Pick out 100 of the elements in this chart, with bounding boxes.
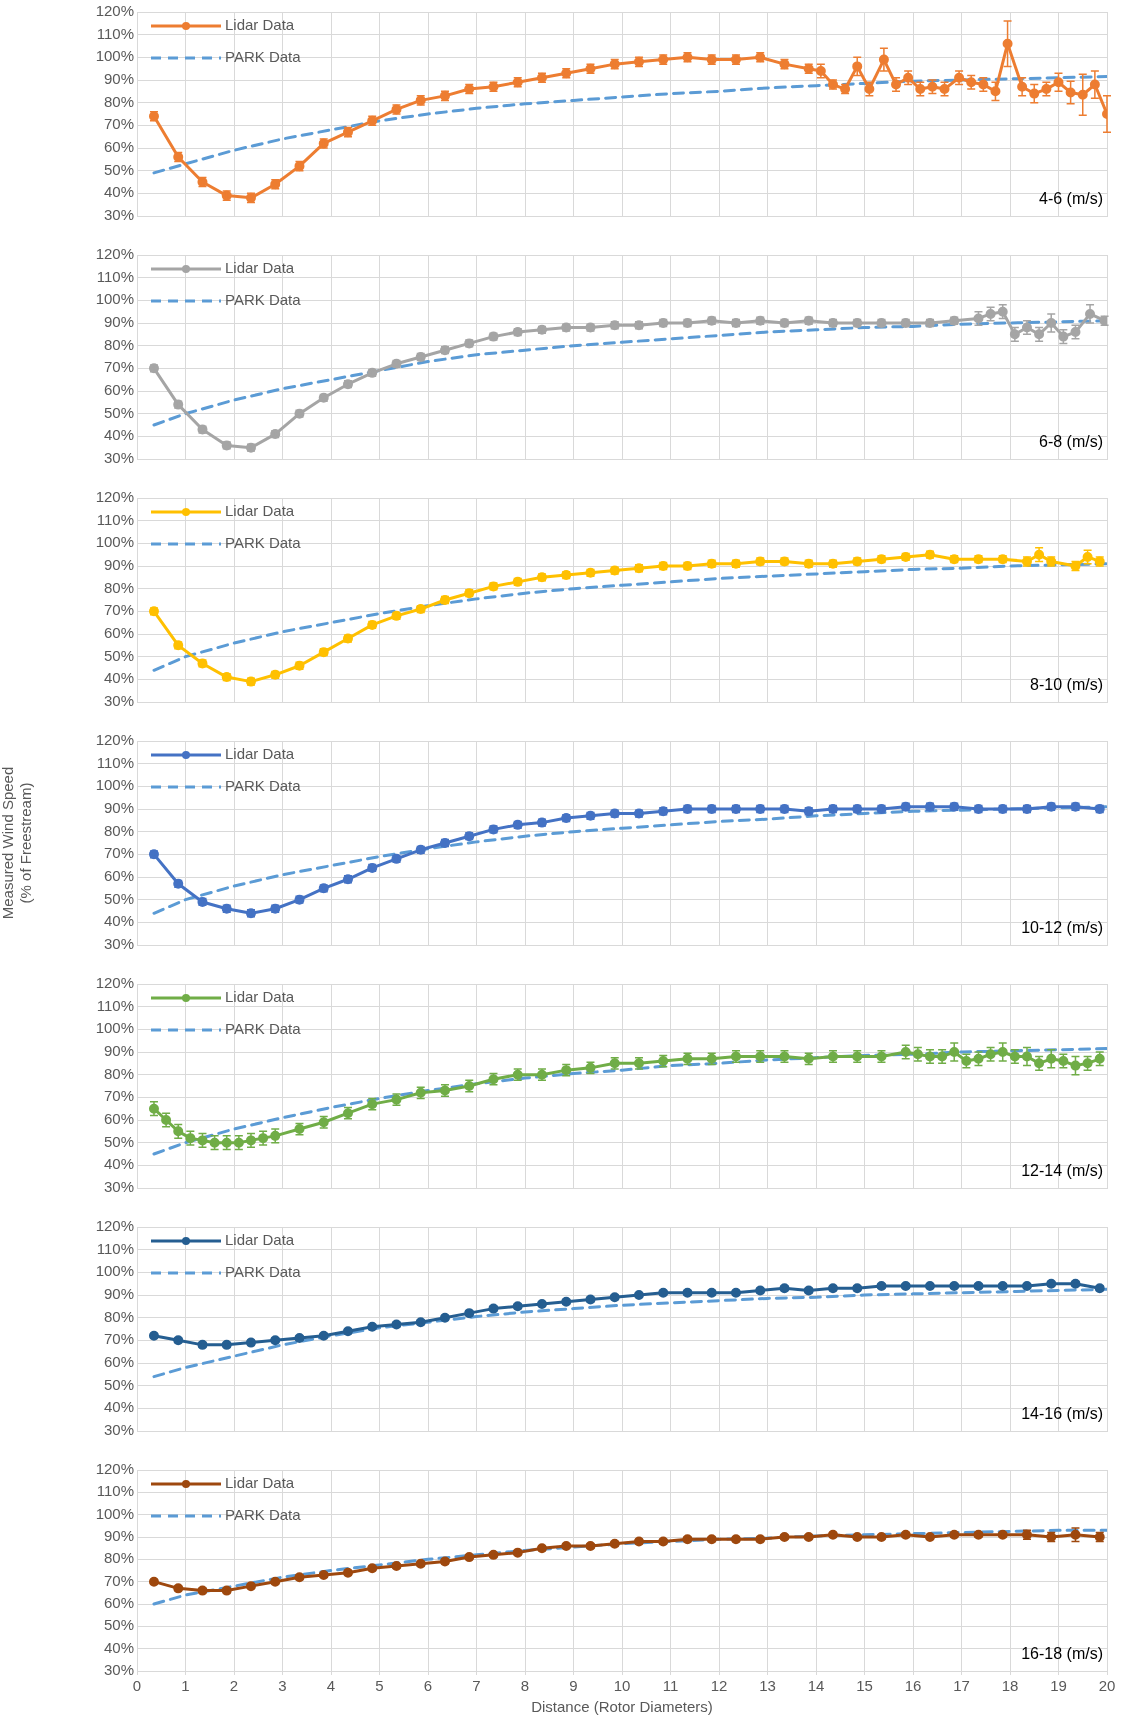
y-tick-label: 90%: [103, 556, 134, 574]
y-tick-label: 120%: [95, 1217, 134, 1235]
y-tick-label: 80%: [103, 821, 134, 839]
y-tick-label: 110%: [96, 24, 134, 42]
y-tick-label: 40%: [103, 669, 134, 687]
point: [1002, 38, 1013, 49]
x-tick-label: 14: [807, 1677, 825, 1695]
y-tick-label: 100%: [95, 1504, 134, 1522]
annotation: 6-8 (m/s): [1039, 433, 1103, 451]
y-tick-label: 100%: [95, 533, 134, 551]
x-tick-label: 20: [1098, 1677, 1116, 1695]
legend-label: PARK Data: [225, 291, 302, 309]
x-tick-label: 0: [132, 1677, 142, 1695]
legend-label: Lidar Data: [225, 16, 295, 34]
y-tick-label: 90%: [103, 1285, 134, 1303]
y-tick-label: 70%: [103, 358, 134, 376]
legend-label: PARK Data: [225, 777, 302, 795]
x-tick-label: 11: [662, 1677, 679, 1695]
y-tick-label: 30%: [103, 1178, 134, 1196]
y-tick-label: 110%: [96, 1482, 134, 1500]
y-tick-label: 60%: [103, 138, 134, 156]
y-tick-label: 60%: [103, 381, 134, 399]
y-tick-label: 60%: [103, 867, 134, 885]
y-axis-title: Measured Wind Speed (% of Freestream): [0, 766, 35, 920]
x-tick-label: 17: [953, 1677, 970, 1695]
y-tick-label: 50%: [103, 403, 134, 421]
annotation: 8-10 (m/s): [1030, 676, 1103, 694]
y-tick-label: 60%: [103, 624, 134, 642]
point: [1053, 77, 1064, 88]
legend-label: Lidar Data: [225, 745, 295, 763]
y-tick-label: 50%: [103, 1375, 134, 1393]
y-tick-label: 100%: [95, 1262, 134, 1280]
x-tick-label: 5: [375, 1677, 384, 1695]
x-tick-label: 10: [613, 1677, 631, 1695]
y-tick-label: 100%: [95, 290, 134, 308]
point: [990, 86, 1001, 97]
x-tick-label: 6: [423, 1677, 433, 1695]
x-tick-label: 1: [181, 1677, 190, 1695]
y-tick-label: 30%: [103, 692, 134, 710]
y-tick-label: 70%: [103, 601, 134, 619]
legend-label: Lidar Data: [225, 1231, 295, 1249]
y-tick-label: 80%: [103, 92, 134, 110]
y-tick-label: 30%: [103, 449, 134, 467]
x-tick-label: 3: [278, 1677, 287, 1695]
y-tick-label: 100%: [95, 1019, 134, 1037]
legend-label: PARK Data: [225, 48, 302, 66]
annotation: 4-6 (m/s): [1039, 190, 1103, 208]
y-tick-label: 90%: [103, 1042, 134, 1060]
y-tick-label: 90%: [103, 313, 134, 331]
y-tick-label: 120%: [95, 974, 134, 992]
x-tick-label: 15: [856, 1677, 873, 1695]
y-tick-label: 90%: [103, 70, 134, 88]
y-tick-label: 30%: [103, 1661, 134, 1679]
y-tick-label: 70%: [103, 1571, 134, 1589]
y-tick-label: 30%: [103, 935, 134, 953]
y-tick-label: 120%: [95, 1460, 134, 1478]
y-tick-label: 70%: [103, 1330, 134, 1348]
y-tick-label: 110%: [96, 753, 134, 771]
y-tick-label: 50%: [103, 1132, 134, 1150]
y-tick-label: 70%: [103, 844, 134, 862]
y-tick-label: 100%: [95, 47, 134, 65]
y-tick-label: 50%: [103, 889, 134, 907]
y-tick-label: 70%: [103, 115, 134, 133]
y-tick-label: 80%: [103, 578, 134, 596]
y-tick-label: 120%: [95, 2, 134, 20]
y-tick-label: 80%: [103, 1549, 134, 1567]
x-tick-label: 12: [710, 1677, 728, 1695]
x-tick-label: 2: [229, 1677, 239, 1695]
legend-label: Lidar Data: [225, 259, 295, 277]
y-tick-label: 100%: [95, 776, 134, 794]
x-tick-label: 4: [326, 1677, 336, 1695]
y-tick-label: 60%: [103, 1594, 134, 1612]
y-tick-label: 120%: [95, 731, 134, 749]
annotation: 12-14 (m/s): [1021, 1162, 1103, 1180]
legend-label: PARK Data: [225, 1506, 302, 1524]
y-tick-label: 40%: [103, 1155, 134, 1173]
y-tick-label: 40%: [103, 1638, 134, 1656]
point: [1029, 88, 1040, 99]
legend-label: PARK Data: [225, 1020, 302, 1038]
x-tick-label: 7: [472, 1677, 481, 1695]
y-tick-label: 80%: [103, 1307, 134, 1325]
annotation: 10-12 (m/s): [1021, 919, 1103, 937]
x-tick-label: 18: [1001, 1677, 1019, 1695]
y-tick-label: 90%: [103, 799, 134, 817]
y-tick-label: 40%: [103, 426, 134, 444]
y-tick-label: 90%: [103, 1527, 134, 1545]
y-tick-label: 80%: [103, 1064, 134, 1082]
y-tick-label: 70%: [103, 1087, 134, 1105]
y-tick-label: 40%: [103, 183, 134, 201]
y-tick-label: 50%: [103, 646, 134, 664]
x-tick-label: 19: [1050, 1677, 1067, 1695]
annotation: 14-16 (m/s): [1021, 1405, 1103, 1423]
y-tick-label: 110%: [96, 267, 134, 285]
legend-label: PARK Data: [225, 1263, 302, 1281]
y-tick-label: 120%: [95, 488, 134, 506]
y-tick-label: 80%: [103, 335, 134, 353]
y-tick-label: 60%: [103, 1353, 134, 1371]
y-tick-label: 110%: [96, 510, 134, 528]
point: [997, 1047, 1008, 1057]
y-tick-label: 50%: [103, 1616, 134, 1634]
